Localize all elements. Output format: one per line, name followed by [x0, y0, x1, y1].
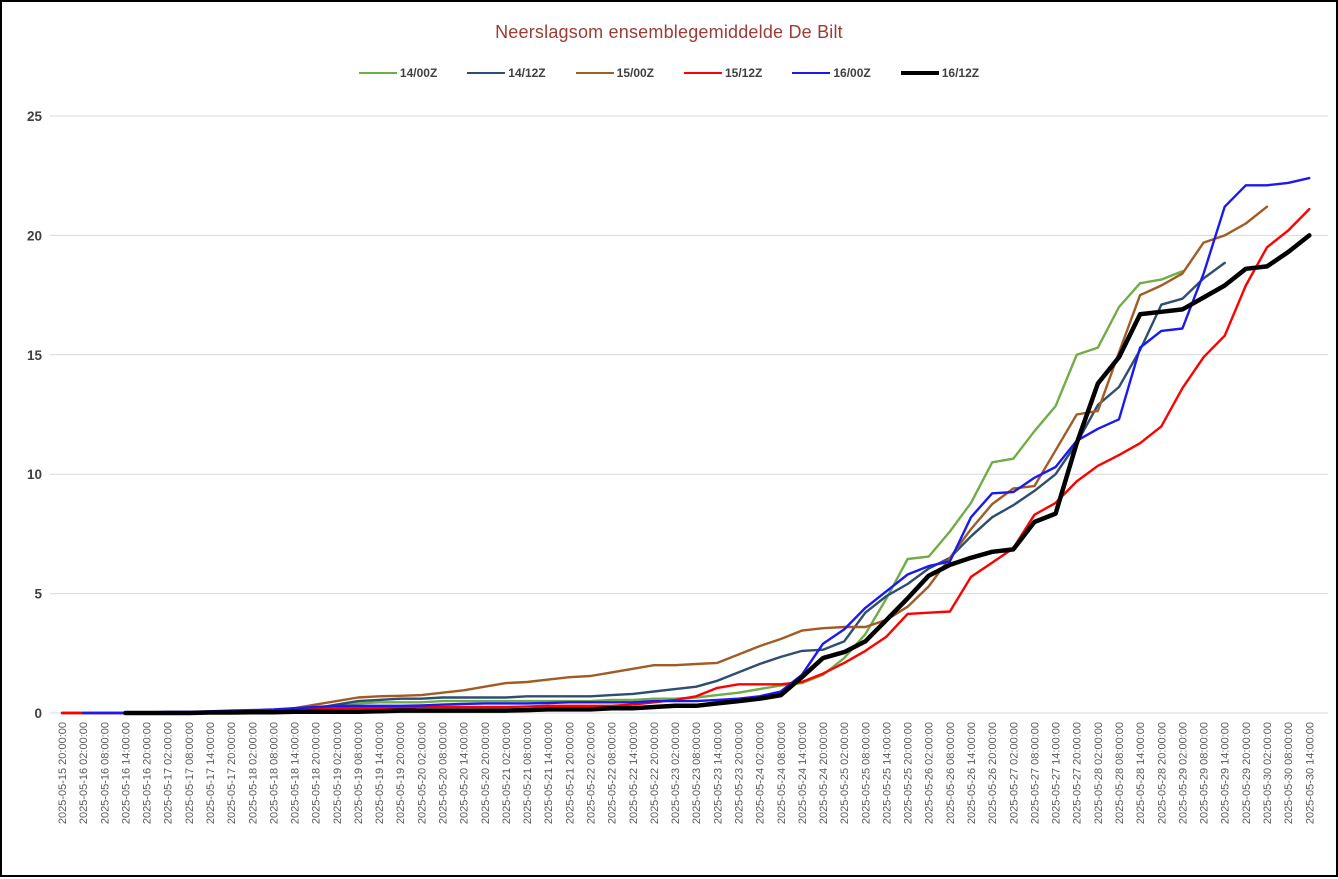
x-axis-label: 2025-05-19 02:00:00	[332, 722, 344, 824]
x-axis-label: 2025-05-21 20:00:00	[564, 722, 576, 824]
x-axis-label: 2025-05-23 20:00:00	[733, 722, 745, 824]
legend-label: 14/12Z	[508, 66, 546, 80]
chart-legend: 14/00Z 14/12Z 15/00Z 15/12Z 16/00Z 16/12Z	[2, 66, 1336, 80]
series-line-16-00Z	[81, 176, 1311, 715]
x-axis-label: 2025-05-25 14:00:00	[881, 722, 893, 824]
x-axis-label: 2025-05-22 02:00:00	[586, 722, 598, 824]
x-axis-label: 2025-05-17 02:00:00	[163, 722, 175, 824]
legend-swatch	[467, 72, 506, 74]
series-line-14-12Z	[60, 261, 1226, 715]
x-axis-label: 2025-05-18 14:00:00	[290, 722, 302, 824]
x-axis-label: 2025-05-16 14:00:00	[120, 722, 132, 824]
x-axis-label: 2025-05-29 20:00:00	[1241, 722, 1253, 824]
x-axis-label: 2025-05-20 20:00:00	[480, 722, 492, 824]
x-axis-label: 2025-05-28 14:00:00	[1135, 722, 1147, 824]
x-axis-label: 2025-05-18 20:00:00	[311, 722, 323, 824]
x-axis-label: 2025-05-29 08:00:00	[1199, 722, 1211, 824]
x-axis-label: 2025-05-16 02:00:00	[78, 722, 90, 824]
x-axis-label: 2025-05-25 20:00:00	[903, 722, 915, 824]
series-line-15-12Z	[60, 207, 1311, 715]
x-axis-label: 2025-05-21 14:00:00	[543, 722, 555, 824]
legend-label: 16/00Z	[833, 66, 871, 80]
x-axis-label: 2025-05-18 02:00:00	[247, 722, 259, 824]
x-axis-label: 2025-05-21 02:00:00	[501, 722, 513, 824]
legend-swatch	[792, 72, 831, 74]
x-axis-label: 2025-05-20 02:00:00	[416, 722, 428, 824]
legend-item-14-12Z: 14/12Z	[467, 66, 546, 80]
legend-item-15-00Z: 15/00Z	[575, 66, 654, 80]
x-axis-label: 2025-05-26 08:00:00	[945, 722, 957, 824]
series-line-16-12Z	[123, 233, 1312, 716]
legend-item-15-12Z: 15/12Z	[684, 66, 762, 80]
x-axis-label: 2025-05-30 14:00:00	[1304, 722, 1316, 824]
x-axis-label: 2025-05-16 08:00:00	[99, 722, 111, 824]
x-axis-label: 2025-05-29 14:00:00	[1220, 722, 1232, 824]
y-axis-label: 5	[34, 587, 42, 602]
x-axis-label: 2025-05-25 02:00:00	[839, 722, 851, 824]
y-axis-label: 20	[27, 228, 42, 243]
x-axis-label: 2025-05-16 20:00:00	[142, 722, 154, 824]
x-axis-label: 2025-05-28 20:00:00	[1156, 722, 1168, 824]
x-axis-label: 2025-05-29 02:00:00	[1177, 722, 1189, 824]
x-axis-label: 2025-05-17 14:00:00	[205, 722, 217, 824]
x-axis-label: 2025-05-27 20:00:00	[1072, 722, 1084, 824]
y-axis-label: 0	[34, 706, 42, 721]
legend-label: 14/00Z	[399, 66, 438, 80]
legend-swatch	[684, 72, 722, 74]
x-axis-label: 2025-05-23 08:00:00	[691, 722, 703, 824]
y-axis-label: 25	[27, 109, 43, 124]
y-axis-label: 15	[27, 348, 43, 363]
x-axis-label: 2025-05-18 08:00:00	[268, 722, 280, 824]
x-axis-label: 2025-05-24 02:00:00	[755, 722, 767, 824]
x-axis-label: 2025-05-23 02:00:00	[670, 722, 682, 824]
x-axis-label: 2025-05-30 08:00:00	[1283, 722, 1295, 824]
x-axis-label: 2025-05-23 14:00:00	[712, 722, 724, 824]
x-axis-label: 2025-05-28 02:00:00	[1093, 722, 1105, 824]
legend-label: 15/00Z	[616, 66, 654, 80]
legend-swatch	[575, 72, 614, 74]
x-axis-label: 2025-05-26 20:00:00	[987, 722, 999, 824]
x-axis-label: 2025-05-20 14:00:00	[459, 722, 471, 824]
x-axis-label: 2025-05-28 08:00:00	[1114, 722, 1126, 824]
x-axis-label: 2025-05-26 14:00:00	[966, 722, 978, 824]
x-axis-label: 2025-05-27 02:00:00	[1008, 722, 1020, 824]
x-axis-label: 2025-05-24 20:00:00	[818, 722, 830, 824]
x-axis-label: 2025-05-25 08:00:00	[860, 722, 872, 824]
legend-label: 15/12Z	[725, 66, 763, 80]
x-axis-label: 2025-05-22 14:00:00	[628, 722, 640, 824]
x-axis-label: 2025-05-24 08:00:00	[776, 722, 788, 824]
x-axis-label: 2025-05-17 08:00:00	[184, 722, 196, 824]
x-axis-label: 2025-05-21 08:00:00	[522, 722, 534, 824]
y-axis-label: 10	[27, 467, 42, 482]
legend-item-16-00Z: 16/00Z	[792, 66, 871, 80]
x-axis-label: 2025-05-15 20:00:00	[57, 722, 69, 824]
x-axis-label: 2025-05-17 20:00:00	[226, 722, 238, 824]
chart-title: Neerslagsom ensemblegemiddelde De Bilt	[495, 22, 843, 42]
legend-item-16-12Z: 16/12Z	[900, 66, 980, 80]
x-axis-label: 2025-05-24 14:00:00	[797, 722, 809, 824]
x-axis-label: 2025-05-30 02:00:00	[1262, 722, 1274, 824]
legend-swatch	[900, 71, 939, 75]
x-axis-label: 2025-05-26 02:00:00	[924, 722, 936, 824]
legend-swatch	[358, 72, 397, 74]
x-axis-label: 2025-05-19 08:00:00	[353, 722, 365, 824]
legend-label: 16/12Z	[941, 66, 980, 80]
x-axis-label: 2025-05-20 08:00:00	[438, 722, 450, 824]
x-axis-label: 2025-05-19 14:00:00	[374, 722, 386, 824]
legend-item-14-00Z: 14/00Z	[358, 66, 438, 80]
x-axis-label: 2025-05-27 14:00:00	[1051, 722, 1063, 824]
x-axis-label: 2025-05-19 20:00:00	[395, 722, 407, 824]
x-axis-label: 2025-05-22 08:00:00	[607, 722, 619, 824]
series-line-15-00Z	[60, 205, 1269, 715]
x-axis-label: 2025-05-22 20:00:00	[649, 722, 661, 824]
x-axis-label: 2025-05-27 08:00:00	[1029, 722, 1041, 824]
